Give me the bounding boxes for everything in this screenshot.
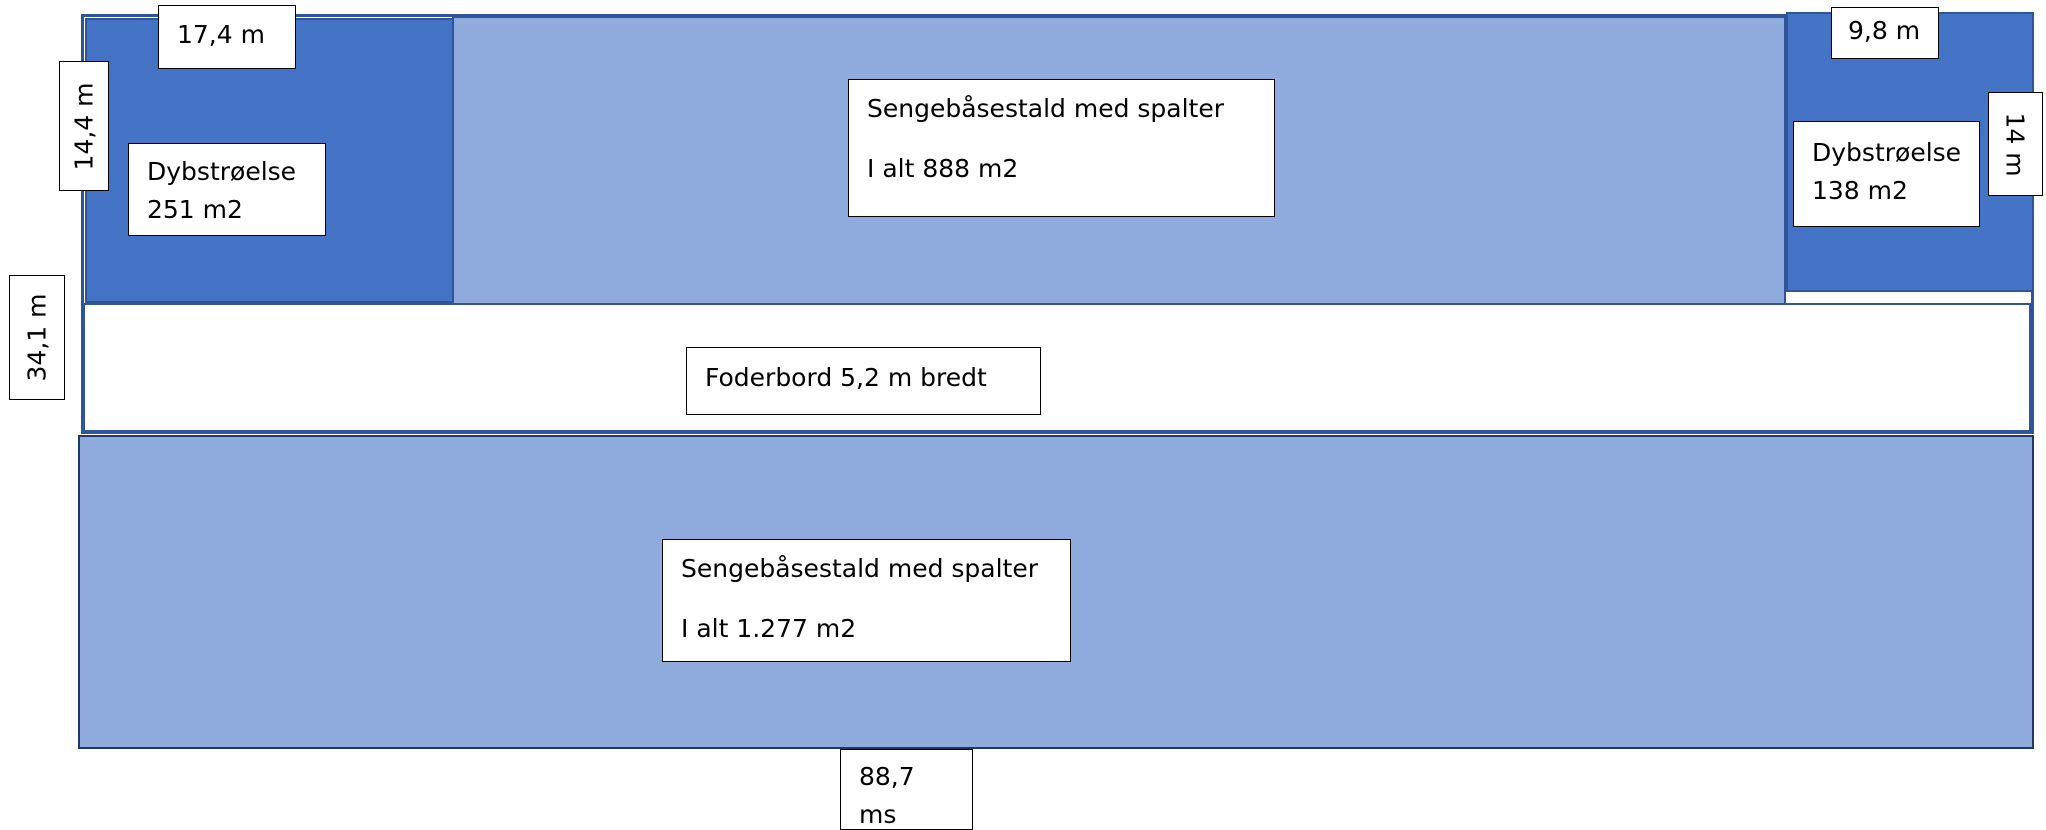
feed-table-area	[83, 303, 2031, 432]
dimension-total-height: 34,1 m	[9, 275, 65, 400]
cubicle-barn-bottom-area: I alt 1.277 m2	[681, 614, 857, 643]
feed-table-text: Foderbord 5,2 m bredt	[705, 363, 987, 392]
dimension-top-right-width: 9,8 m	[1831, 7, 1939, 59]
dimension-top-left-width: 17,4 m	[158, 5, 296, 69]
dimension-total-length: 88,7 ms	[840, 749, 973, 830]
dimension-top-left-height: 14,4 m	[59, 61, 109, 191]
cubicle-barn-bottom-label: Sengebåsestald med spalter I alt 1.277 m…	[662, 539, 1071, 662]
cubicle-barn-bottom-title: Sengebåsestald med spalter	[681, 554, 1039, 583]
deep-litter-right-area: 138 m2	[1812, 176, 1908, 205]
cubicle-barn-top-title: Sengebåsestald med spalter	[867, 94, 1225, 123]
deep-litter-left-title: Dybstrøelse	[147, 157, 297, 186]
deep-litter-left-label: Dybstrøelse 251 m2	[128, 143, 326, 236]
deep-litter-right-label: Dybstrøelse 138 m2	[1793, 121, 1980, 227]
deep-litter-left-area: 251 m2	[147, 195, 243, 224]
dimension-top-right-height: 14 m	[1988, 92, 2043, 196]
feed-table-label: Foderbord 5,2 m bredt	[686, 347, 1041, 415]
cubicle-barn-top-area: I alt 888 m2	[867, 154, 1019, 183]
cubicle-barn-top-label: Sengebåsestald med spalter I alt 888 m2	[848, 79, 1275, 217]
deep-litter-right-title: Dybstrøelse	[1812, 138, 1962, 167]
